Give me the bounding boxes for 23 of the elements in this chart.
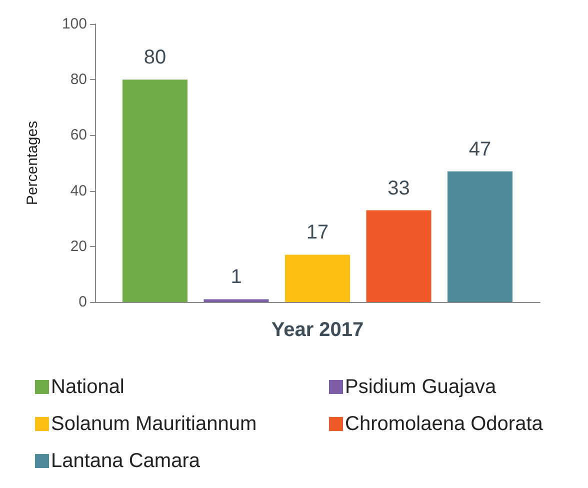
legend-label: Psidium Guajava xyxy=(345,376,498,398)
bar xyxy=(285,254,350,302)
y-tick-label: 80 xyxy=(70,71,87,88)
data-label: 17 xyxy=(306,222,329,244)
x-tick-label: Year 2017 xyxy=(271,319,364,341)
y-tick-label: 100 xyxy=(62,16,87,32)
data-label: 80 xyxy=(144,46,166,69)
data-label: 1 xyxy=(230,266,242,288)
y-tick-label: 20 xyxy=(70,238,87,255)
bar xyxy=(122,80,188,302)
legend-label: Chromolaena Odorata xyxy=(345,413,544,435)
legend-label: National xyxy=(51,376,124,398)
legend-label: Lantana Camara xyxy=(51,450,201,472)
legend-label: Solanum Mauritiannum xyxy=(51,413,257,435)
y-tick-label: 60 xyxy=(70,126,87,144)
data-label: 47 xyxy=(468,138,492,160)
y-tick-label: 40 xyxy=(70,182,87,200)
y-tick-label: 0 xyxy=(78,294,87,310)
bar xyxy=(366,210,432,302)
data-label: 33 xyxy=(388,177,410,200)
bar xyxy=(204,299,269,302)
bar xyxy=(448,171,512,302)
y-axis-title: Percentages xyxy=(24,120,41,206)
